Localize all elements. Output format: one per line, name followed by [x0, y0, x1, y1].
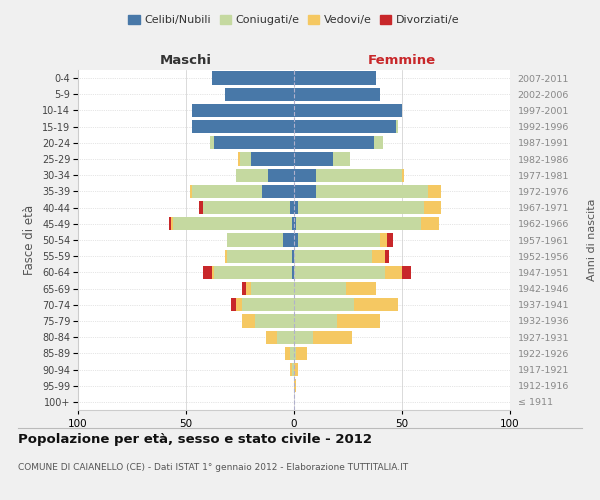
Bar — [242, 314, 255, 328]
Text: Maschi: Maschi — [160, 54, 212, 67]
Bar — [190, 185, 193, 198]
Bar — [294, 152, 333, 166]
Bar — [346, 282, 376, 295]
Bar — [193, 185, 262, 198]
Text: Femmine: Femmine — [368, 54, 436, 67]
Bar — [292, 266, 294, 279]
Bar — [294, 234, 298, 246]
Bar — [193, 104, 294, 117]
Bar — [292, 363, 294, 376]
Text: Popolazione per età, sesso e stato civile - 2012: Popolazione per età, sesso e stato civil… — [18, 432, 372, 446]
Bar — [294, 217, 296, 230]
Bar — [333, 152, 350, 166]
Bar — [225, 88, 294, 101]
Bar — [296, 217, 421, 230]
Bar — [294, 250, 372, 263]
Bar — [402, 168, 404, 182]
Legend: Celibi/Nubili, Coniugati/e, Vedovi/e, Divorziati/e: Celibi/Nubili, Coniugati/e, Vedovi/e, Di… — [124, 10, 464, 30]
Bar — [277, 330, 294, 344]
Bar — [424, 201, 441, 214]
Bar — [294, 136, 374, 149]
Bar — [262, 185, 294, 198]
Bar — [294, 104, 402, 117]
Bar — [296, 346, 307, 360]
Bar — [292, 217, 294, 230]
Bar — [210, 136, 214, 149]
Bar — [294, 72, 376, 85]
Bar — [251, 152, 294, 166]
Bar — [298, 234, 380, 246]
Bar — [294, 314, 337, 328]
Bar — [387, 234, 394, 246]
Bar — [294, 346, 296, 360]
Bar — [292, 250, 294, 263]
Bar — [227, 250, 292, 263]
Bar — [251, 282, 294, 295]
Bar — [385, 266, 402, 279]
Bar — [236, 298, 242, 312]
Bar — [242, 282, 247, 295]
Bar — [214, 136, 294, 149]
Y-axis label: Fasce di età: Fasce di età — [23, 205, 37, 275]
Bar — [294, 298, 355, 312]
Bar — [286, 346, 290, 360]
Bar — [316, 185, 428, 198]
Bar — [255, 314, 294, 328]
Bar — [294, 330, 313, 344]
Bar — [242, 298, 294, 312]
Bar — [212, 266, 214, 279]
Bar — [395, 120, 398, 134]
Bar — [238, 152, 240, 166]
Bar — [236, 168, 268, 182]
Bar — [227, 234, 283, 246]
Bar — [290, 346, 294, 360]
Bar — [199, 201, 203, 214]
Bar — [193, 120, 294, 134]
Bar — [428, 185, 441, 198]
Bar — [294, 363, 298, 376]
Bar — [313, 330, 352, 344]
Bar — [214, 266, 292, 279]
Bar — [355, 298, 398, 312]
Bar — [169, 217, 171, 230]
Bar — [298, 201, 424, 214]
Bar — [421, 217, 439, 230]
Bar — [268, 168, 294, 182]
Bar — [247, 282, 251, 295]
Bar — [294, 88, 380, 101]
Bar — [212, 72, 294, 85]
Bar — [374, 136, 383, 149]
Bar — [294, 282, 346, 295]
Bar — [240, 152, 251, 166]
Bar — [203, 266, 212, 279]
Bar — [337, 314, 380, 328]
Bar — [385, 250, 389, 263]
Bar — [173, 217, 292, 230]
Bar — [380, 234, 387, 246]
Bar — [171, 217, 173, 230]
Bar — [294, 266, 385, 279]
Bar — [372, 250, 385, 263]
Bar — [203, 201, 290, 214]
Text: COMUNE DI CAIANELLO (CE) - Dati ISTAT 1° gennaio 2012 - Elaborazione TUTTITALIA.: COMUNE DI CAIANELLO (CE) - Dati ISTAT 1°… — [18, 463, 408, 472]
Bar — [294, 168, 316, 182]
Bar — [225, 250, 227, 263]
Bar — [294, 185, 316, 198]
Bar — [290, 363, 292, 376]
Bar — [266, 330, 277, 344]
Bar — [402, 266, 410, 279]
Bar — [294, 120, 395, 134]
Bar — [232, 298, 236, 312]
Bar — [316, 168, 402, 182]
Text: Anni di nascita: Anni di nascita — [587, 198, 597, 281]
Bar — [294, 379, 296, 392]
Bar — [294, 201, 298, 214]
Bar — [283, 234, 294, 246]
Bar — [290, 201, 294, 214]
